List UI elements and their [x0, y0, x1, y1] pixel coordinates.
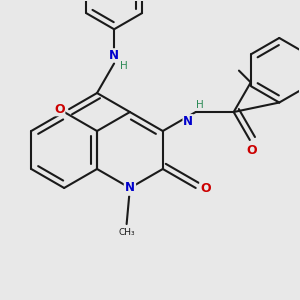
Text: H: H	[196, 100, 204, 110]
Text: N: N	[125, 182, 135, 194]
Text: O: O	[54, 103, 65, 116]
Text: O: O	[246, 144, 257, 157]
Text: CH₃: CH₃	[118, 228, 135, 237]
Text: H: H	[120, 61, 128, 71]
Text: N: N	[109, 49, 119, 62]
Text: N: N	[183, 115, 193, 128]
Text: O: O	[200, 182, 211, 196]
